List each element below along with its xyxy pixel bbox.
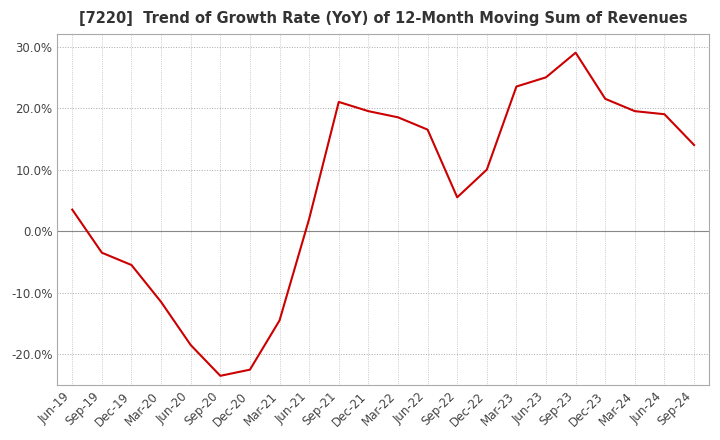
Title: [7220]  Trend of Growth Rate (YoY) of 12-Month Moving Sum of Revenues: [7220] Trend of Growth Rate (YoY) of 12-… bbox=[79, 11, 688, 26]
